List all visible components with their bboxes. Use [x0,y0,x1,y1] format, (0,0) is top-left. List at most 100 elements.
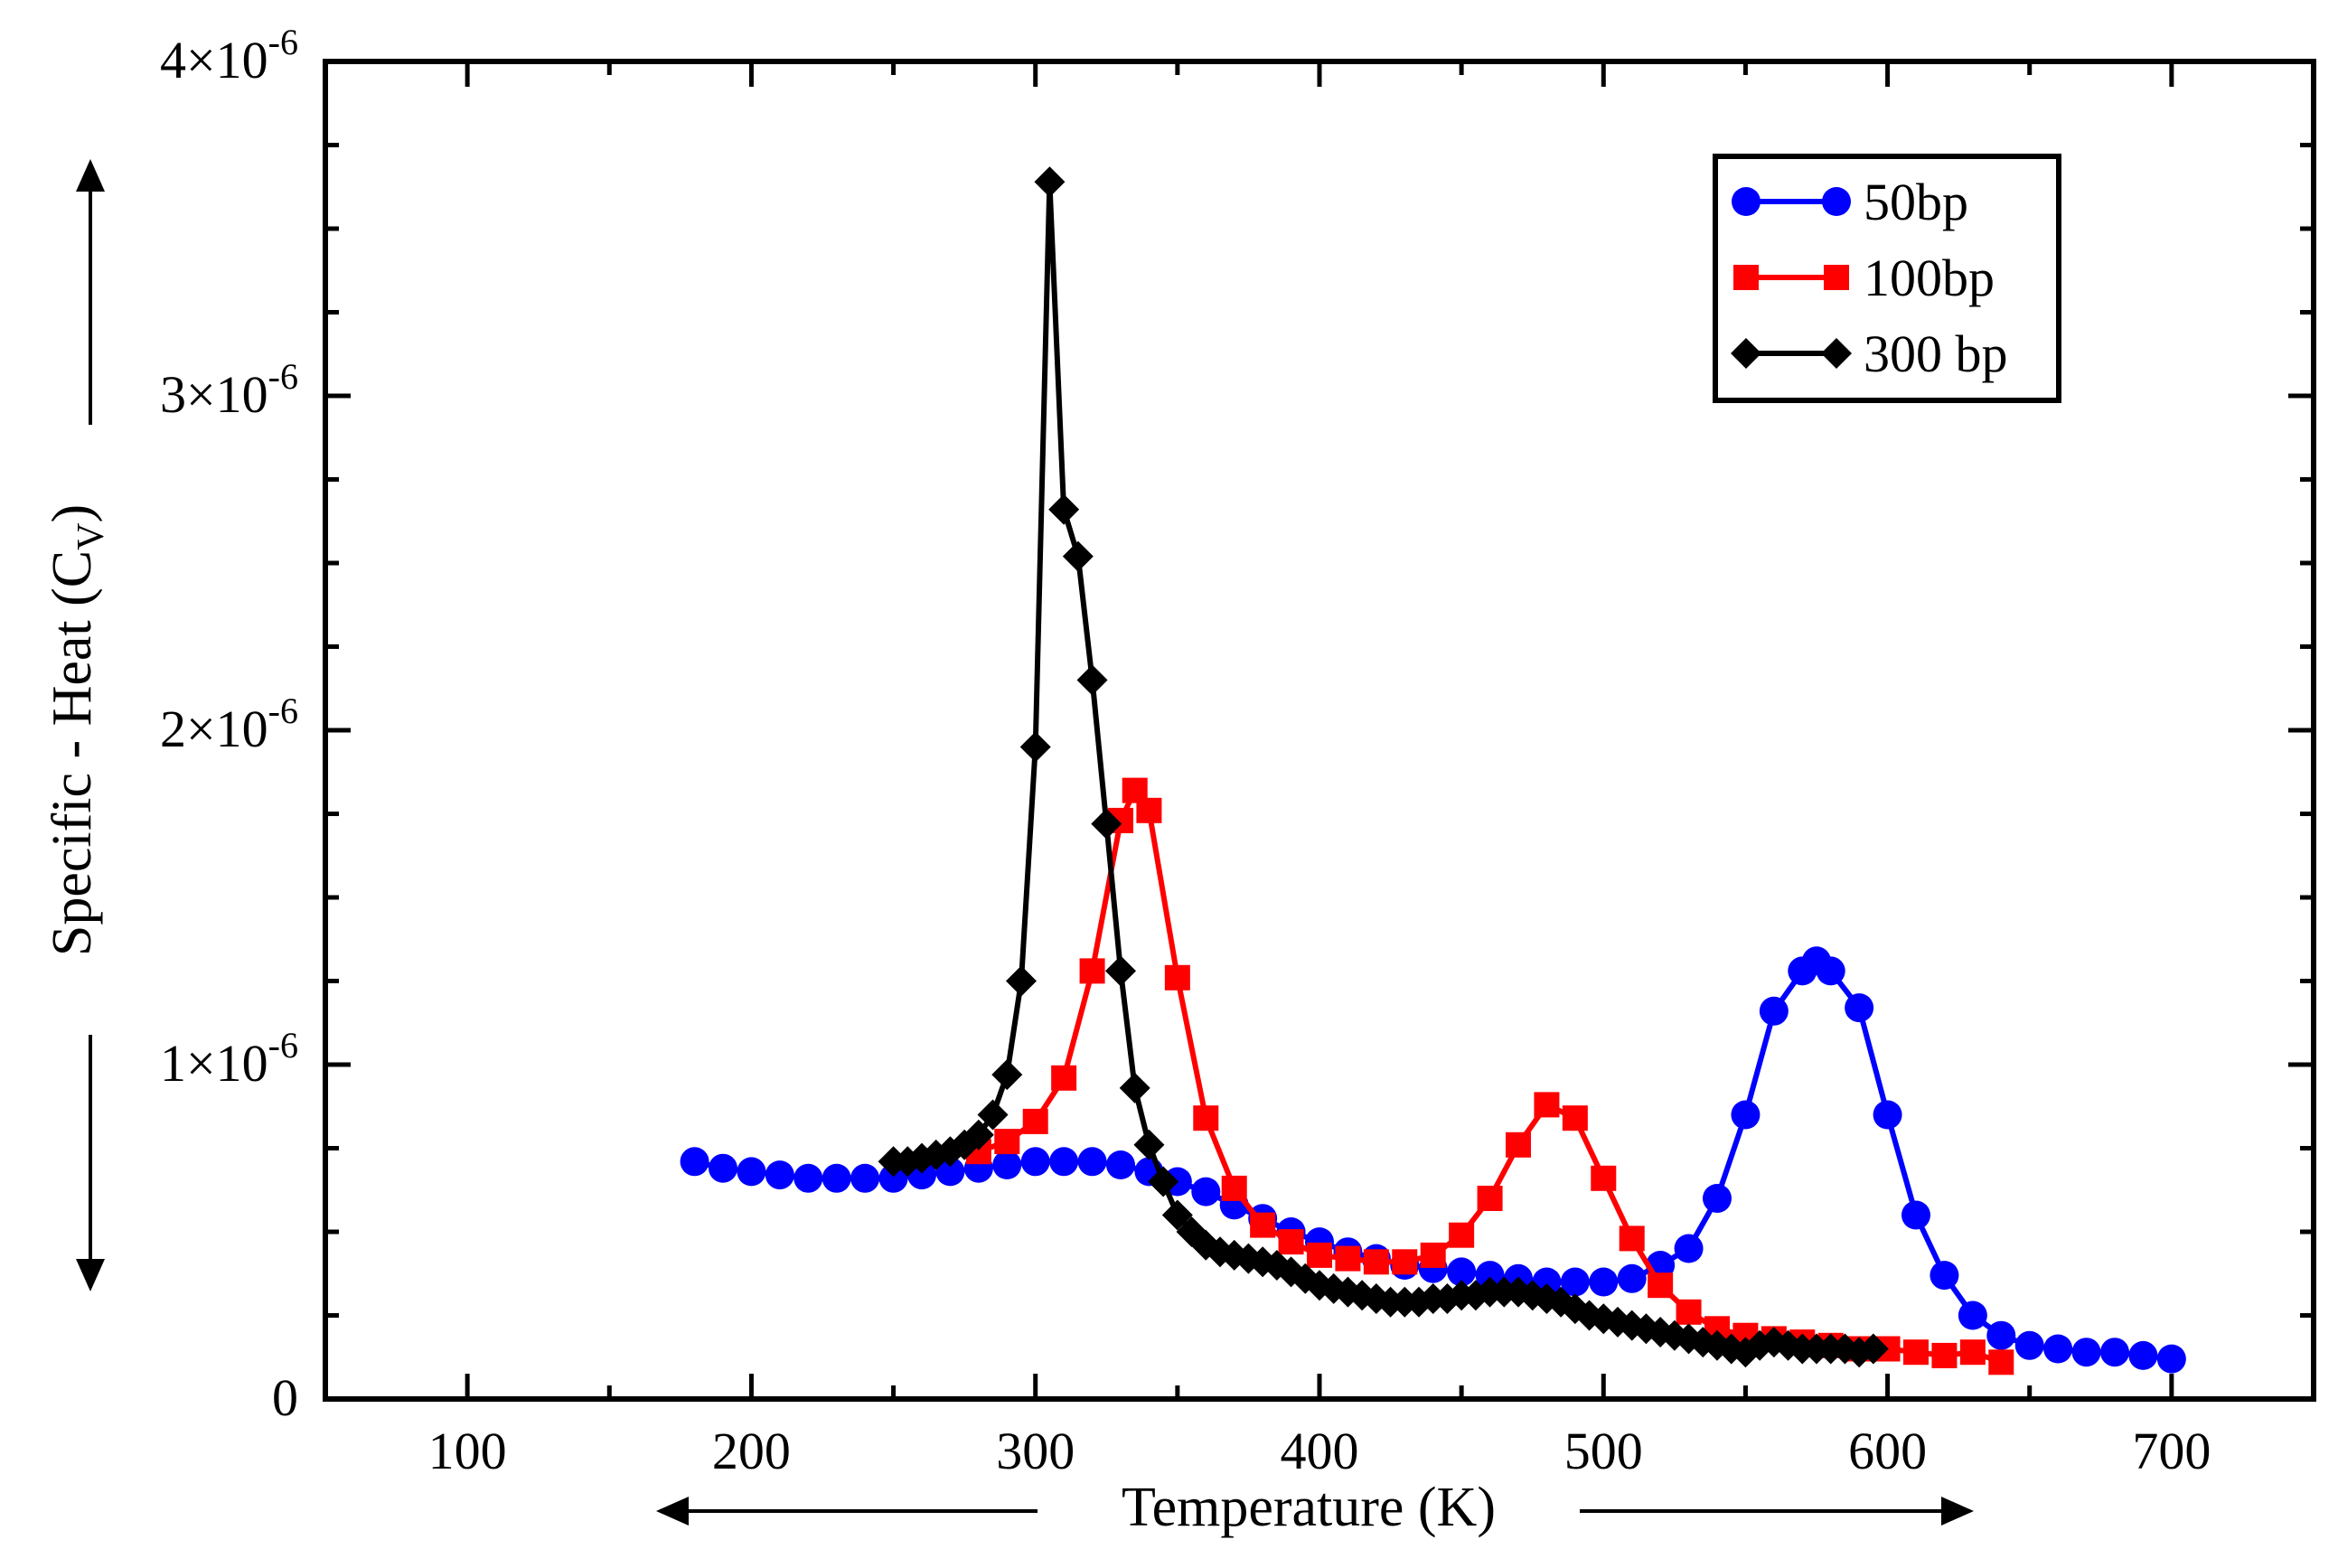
data-point-300bp-6 [962,1119,994,1150]
data-point-50bp-12 [1020,1147,1050,1177]
y-tick-label-exponent-2: -6 [268,690,298,731]
data-point-100bp-9 [1193,1105,1219,1131]
data-point-300bp-14 [1076,664,1108,696]
data-point-50bp-32 [1589,1267,1619,1297]
legend-label-300bp: 300 bp [1864,324,2008,383]
data-point-300bp-15 [1091,808,1122,840]
data-point-300bp-17 [1119,1072,1150,1103]
x-tick-label-300: 300 [996,1422,1075,1480]
data-point-50bp-5 [822,1163,851,1193]
data-point-50bp-41 [1816,956,1845,986]
data-point-300bp-12 [1048,493,1080,525]
data-point-50bp-36 [1703,1184,1732,1213]
data-point-50bp-42 [1845,993,1874,1023]
legend-marker-left-50bp [1732,187,1761,216]
data-point-300bp-19 [1148,1166,1179,1197]
data-point-300bp-10 [1019,731,1051,763]
data-point-100bp-1 [994,1129,1020,1155]
legend: 50bp 100bp 300 bp [1713,154,2061,403]
data-point-100bp-11 [1250,1212,1276,1238]
data-point-50bp-7 [878,1163,908,1193]
data-point-50bp-4 [793,1163,823,1193]
data-point-50bp-13 [1049,1147,1079,1177]
y-tick-label-base-2: 2×10 [160,699,268,758]
data-point-100bp-21 [1534,1092,1560,1118]
data-point-50bp-49 [2043,1334,2073,1364]
y-tick-label-exponent-1: -6 [268,1025,298,1066]
data-point-100bp-24 [1619,1225,1645,1252]
legend-label-50bp: 50bp [1864,173,1968,231]
data-point-50bp-2 [737,1157,766,1187]
data-point-100bp-14 [1335,1245,1361,1272]
data-point-300bp-16 [1105,955,1136,987]
y-axis-label-subscript: V [70,522,112,549]
data-point-50bp-47 [1986,1320,2016,1350]
data-point-50bp-38 [1759,996,1789,1026]
data-point-100bp-15 [1363,1249,1389,1275]
data-point-300bp-7 [977,1099,1009,1131]
y-tick-label-base-4: 4×10 [160,31,268,89]
y-tick-label-4: 4×10-6 [160,22,298,89]
y-tick-label-1: 1×10-6 [160,1025,298,1093]
legend-label-100bp: 100bp [1864,249,1995,307]
data-point-100bp-20 [1506,1131,1531,1158]
data-point-100bp-8 [1164,964,1190,991]
legend-marker-right-300bp [1821,338,1852,369]
data-point-50bp-50 [2071,1338,2101,1367]
series-layer [680,166,2186,1376]
data-point-100bp-3 [1051,1065,1077,1091]
x-tick-label-500: 500 [1564,1422,1643,1480]
data-point-50bp-43 [1873,1100,1902,1130]
data-point-100bp-22 [1562,1105,1588,1131]
data-point-100bp-19 [1477,1186,1503,1211]
data-point-50bp-18 [1191,1177,1221,1207]
data-point-100bp-13 [1307,1242,1332,1268]
data-point-300bp-11 [1034,166,1066,198]
legend-marker-right-100bp [1824,265,1849,290]
data-point-300bp-20 [1161,1199,1193,1231]
y-axis-label: Specific - Heat (CV) [42,504,112,956]
data-point-100bp-35 [1931,1342,1958,1368]
data-point-300bp-13 [1062,540,1094,572]
data-point-50bp-35 [1674,1234,1704,1263]
data-point-50bp-37 [1731,1100,1761,1130]
data-point-100bp-26 [1676,1299,1702,1325]
y-tick-label-3: 3×10-6 [160,356,298,424]
x-tick-label-600: 600 [1848,1422,1927,1480]
y-tick-label-2: 2×10-6 [160,690,298,758]
x-tick-label-200: 200 [712,1422,791,1480]
x-axis: 100 200 300 400 500 600 700 [428,61,2211,1480]
data-point-50bp-0 [680,1147,709,1177]
data-point-50bp-1 [709,1153,737,1183]
data-point-50bp-3 [765,1160,794,1190]
data-point-50bp-14 [1077,1147,1107,1177]
data-point-100bp-4 [1079,958,1105,984]
data-point-100bp-18 [1449,1222,1475,1248]
data-point-100bp-2 [1022,1108,1048,1134]
data-point-50bp-45 [1930,1261,1959,1291]
data-point-50bp-46 [1958,1300,1987,1330]
data-point-50bp-9 [935,1157,965,1187]
data-point-100bp-17 [1420,1242,1446,1268]
data-point-50bp-27 [1447,1257,1477,1287]
data-point-50bp-28 [1475,1261,1505,1291]
y-tick-label-exponent-3: -6 [268,356,298,397]
data-point-50bp-52 [2128,1340,2158,1370]
data-point-50bp-51 [2100,1338,2129,1367]
x-tick-label-400: 400 [1281,1422,1359,1480]
data-point-100bp-34 [1903,1339,1929,1366]
legend-entries: 50bp 100bp 300 bp [1731,173,2008,383]
data-point-100bp-16 [1392,1249,1418,1275]
y-axis: 01×10-62×10-63×10-64×10-6 [160,22,2314,1427]
y-tick-label-exponent-4: -6 [268,22,298,62]
legend-marker-right-50bp [1822,187,1851,216]
data-point-300bp-69 [1857,1333,1889,1365]
data-point-300bp-18 [1133,1129,1165,1160]
legend-marker-left-300bp [1731,338,1761,369]
y-tick-label-base-1: 1×10 [160,1034,268,1093]
y-axis-label-main: Specific - Heat (C [42,550,103,956]
data-point-300bp-9 [1006,965,1037,997]
y-tick-label-0: 0 [272,1368,298,1427]
legend-marker-left-100bp [1733,265,1759,290]
